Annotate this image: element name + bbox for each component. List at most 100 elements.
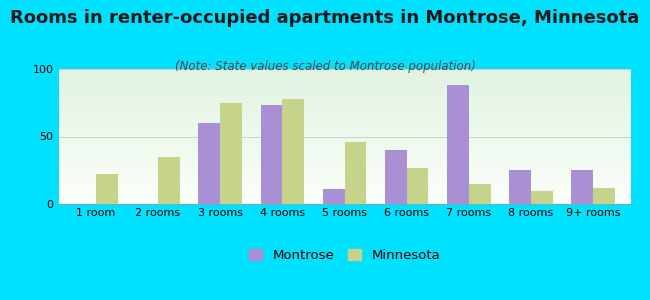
Bar xyxy=(58,131,630,132)
Bar xyxy=(282,99,304,204)
Bar xyxy=(58,108,630,109)
Bar xyxy=(58,203,630,204)
Bar xyxy=(58,161,630,162)
Bar xyxy=(58,71,630,72)
Bar xyxy=(58,147,630,148)
Bar xyxy=(58,121,630,122)
Bar xyxy=(58,170,630,171)
Bar xyxy=(261,105,282,204)
Bar xyxy=(58,153,630,154)
Bar xyxy=(58,163,630,164)
Bar xyxy=(58,157,630,158)
Bar xyxy=(531,190,552,204)
Bar xyxy=(58,165,630,166)
Bar xyxy=(58,154,630,155)
Bar xyxy=(58,183,630,184)
Bar xyxy=(58,128,630,129)
Text: Rooms in renter-occupied apartments in Montrose, Minnesota: Rooms in renter-occupied apartments in M… xyxy=(10,9,640,27)
Bar xyxy=(58,78,630,79)
Bar xyxy=(58,127,630,128)
Bar xyxy=(58,110,630,111)
Bar xyxy=(58,134,630,135)
Bar xyxy=(58,102,630,103)
Bar xyxy=(58,138,630,139)
Bar xyxy=(58,97,630,98)
Bar xyxy=(58,132,630,133)
Bar xyxy=(58,118,630,119)
Bar xyxy=(58,190,630,191)
Bar xyxy=(58,141,630,142)
Bar xyxy=(58,159,630,160)
Bar xyxy=(58,82,630,83)
Bar xyxy=(58,117,630,118)
Bar xyxy=(58,88,630,89)
Bar xyxy=(58,193,630,194)
Bar xyxy=(58,148,630,149)
Bar xyxy=(58,188,630,189)
Bar xyxy=(593,188,615,204)
Bar xyxy=(58,133,630,134)
Bar xyxy=(58,129,630,130)
Bar xyxy=(571,170,593,204)
Bar xyxy=(58,135,630,136)
Bar xyxy=(58,172,630,173)
Bar xyxy=(58,189,630,190)
Bar xyxy=(58,185,630,186)
Bar xyxy=(58,87,630,88)
Bar xyxy=(58,130,630,131)
Bar xyxy=(58,106,630,107)
Bar xyxy=(58,95,630,96)
Bar xyxy=(58,98,630,99)
Bar xyxy=(58,124,630,125)
Bar xyxy=(58,145,630,146)
Bar xyxy=(58,176,630,177)
Bar xyxy=(58,187,630,188)
Bar xyxy=(58,158,630,159)
Bar xyxy=(96,174,118,204)
Bar xyxy=(58,178,630,179)
Bar xyxy=(58,112,630,113)
Bar xyxy=(198,123,220,204)
Bar xyxy=(58,196,630,197)
Bar xyxy=(58,99,630,100)
Bar xyxy=(58,198,630,199)
Bar xyxy=(58,111,630,112)
Text: (Note: State values scaled to Montrose population): (Note: State values scaled to Montrose p… xyxy=(175,60,475,73)
Bar xyxy=(58,171,630,172)
Bar xyxy=(344,142,366,204)
Bar xyxy=(58,149,630,150)
Bar xyxy=(58,150,630,151)
Bar xyxy=(58,192,630,193)
Bar xyxy=(58,70,630,71)
Bar xyxy=(58,79,630,80)
Bar xyxy=(58,73,630,74)
Bar xyxy=(58,103,630,104)
Bar xyxy=(58,81,630,82)
Bar xyxy=(58,80,630,81)
Bar xyxy=(58,181,630,182)
Bar xyxy=(58,160,630,161)
Bar xyxy=(58,173,630,174)
Bar xyxy=(58,77,630,78)
Bar xyxy=(58,119,630,120)
Bar xyxy=(58,199,630,200)
Bar xyxy=(58,182,630,183)
Bar xyxy=(58,174,630,175)
Bar xyxy=(58,69,630,70)
Bar xyxy=(58,136,630,137)
Bar xyxy=(58,92,630,93)
Bar xyxy=(58,126,630,127)
Bar xyxy=(58,164,630,165)
Bar xyxy=(58,83,630,84)
Bar xyxy=(58,146,630,147)
Bar xyxy=(58,85,630,86)
Bar xyxy=(58,123,630,124)
Bar xyxy=(58,120,630,121)
Bar xyxy=(58,151,630,152)
Bar xyxy=(469,184,491,204)
Bar xyxy=(58,90,630,91)
Bar xyxy=(58,167,630,168)
Bar xyxy=(58,180,630,181)
Bar xyxy=(58,195,630,196)
Bar xyxy=(58,166,630,167)
